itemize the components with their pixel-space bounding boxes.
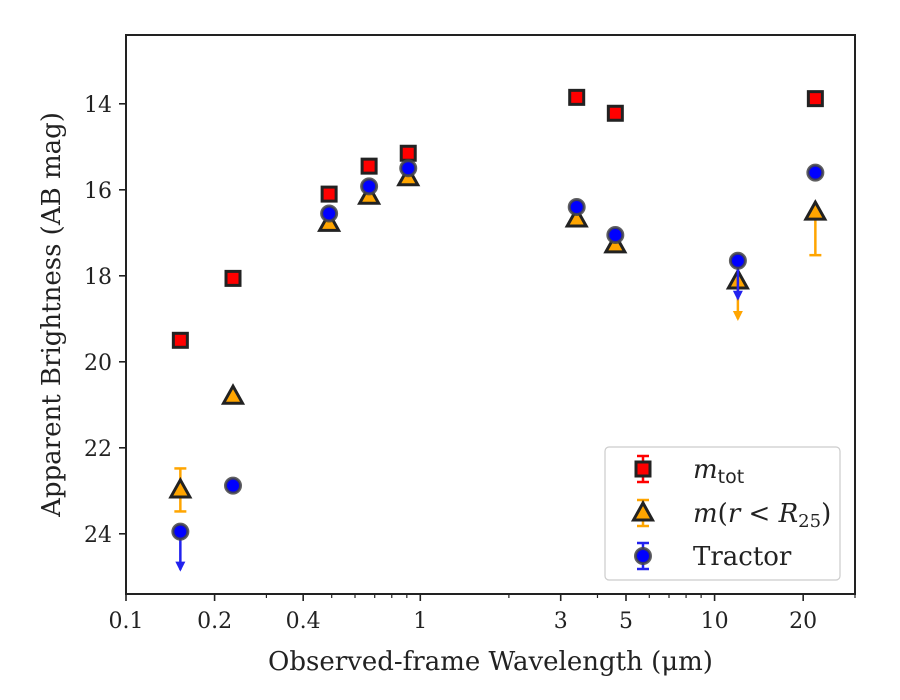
legend-label-2: m(r < R25) bbox=[693, 499, 831, 532]
data-point bbox=[728, 251, 747, 270]
data-point bbox=[171, 331, 189, 349]
data-point bbox=[564, 205, 589, 228]
x-tick-label: 5 bbox=[619, 609, 633, 634]
y-tick-label: 16 bbox=[84, 179, 112, 204]
x-tick-label: 1 bbox=[413, 609, 427, 634]
data-point bbox=[224, 269, 242, 287]
series-square bbox=[171, 88, 824, 349]
data-point bbox=[803, 199, 828, 221]
legend-marker bbox=[634, 547, 652, 565]
data-point bbox=[399, 159, 418, 178]
y-tick-label: 14 bbox=[84, 93, 112, 118]
x-tick-label: 3 bbox=[554, 609, 568, 634]
x-axis-label: Observed-frame Wavelength (μm) bbox=[268, 647, 713, 677]
y-tick-label: 24 bbox=[84, 523, 112, 548]
data-point bbox=[606, 225, 625, 244]
series-layer bbox=[168, 88, 828, 572]
y-tick-label: 22 bbox=[84, 437, 112, 462]
data-point bbox=[606, 104, 624, 122]
data-point bbox=[806, 90, 824, 108]
data-point bbox=[220, 383, 246, 405]
data-point bbox=[320, 185, 338, 203]
legend-label-3: Tractor bbox=[693, 542, 792, 572]
series-circle bbox=[171, 159, 825, 572]
data-point bbox=[320, 204, 339, 223]
y-tick-label: 18 bbox=[84, 265, 112, 290]
data-point bbox=[806, 163, 825, 182]
data-point bbox=[360, 177, 379, 196]
x-tick-label: 0.2 bbox=[197, 609, 232, 634]
y-axis-label: Apparent Brightness (AB mag) bbox=[37, 112, 67, 518]
ticks-layer: 0.1 0.2 0.4 1 3 5 10 20 14 16 18 20 22 24 bbox=[84, 93, 856, 634]
data-point bbox=[399, 144, 417, 162]
data-point bbox=[568, 88, 586, 106]
plot-frame bbox=[125, 34, 856, 595]
upper-limit-arrowhead bbox=[732, 290, 743, 301]
upper-limit-arrowhead bbox=[732, 310, 743, 321]
legend-marker bbox=[630, 499, 656, 522]
upper-limit-arrowhead bbox=[175, 561, 186, 572]
legend-box bbox=[604, 446, 841, 581]
data-point bbox=[168, 476, 193, 499]
series-triangle bbox=[168, 164, 828, 513]
x-tick-label: 10 bbox=[701, 609, 729, 634]
x-tick-label: 0.4 bbox=[286, 609, 321, 634]
y-tick-label: 20 bbox=[84, 351, 112, 376]
x-tick-label: 0.1 bbox=[109, 609, 144, 634]
data-point bbox=[360, 157, 378, 175]
legend-label-1: mtot bbox=[693, 455, 744, 488]
legend-marker bbox=[634, 460, 652, 478]
x-tick-label: 20 bbox=[789, 609, 817, 634]
data-point bbox=[567, 198, 586, 216]
data-point bbox=[224, 476, 243, 495]
data-point bbox=[171, 522, 190, 541]
legend: mtot m(r < R25) Tractor bbox=[604, 446, 841, 581]
